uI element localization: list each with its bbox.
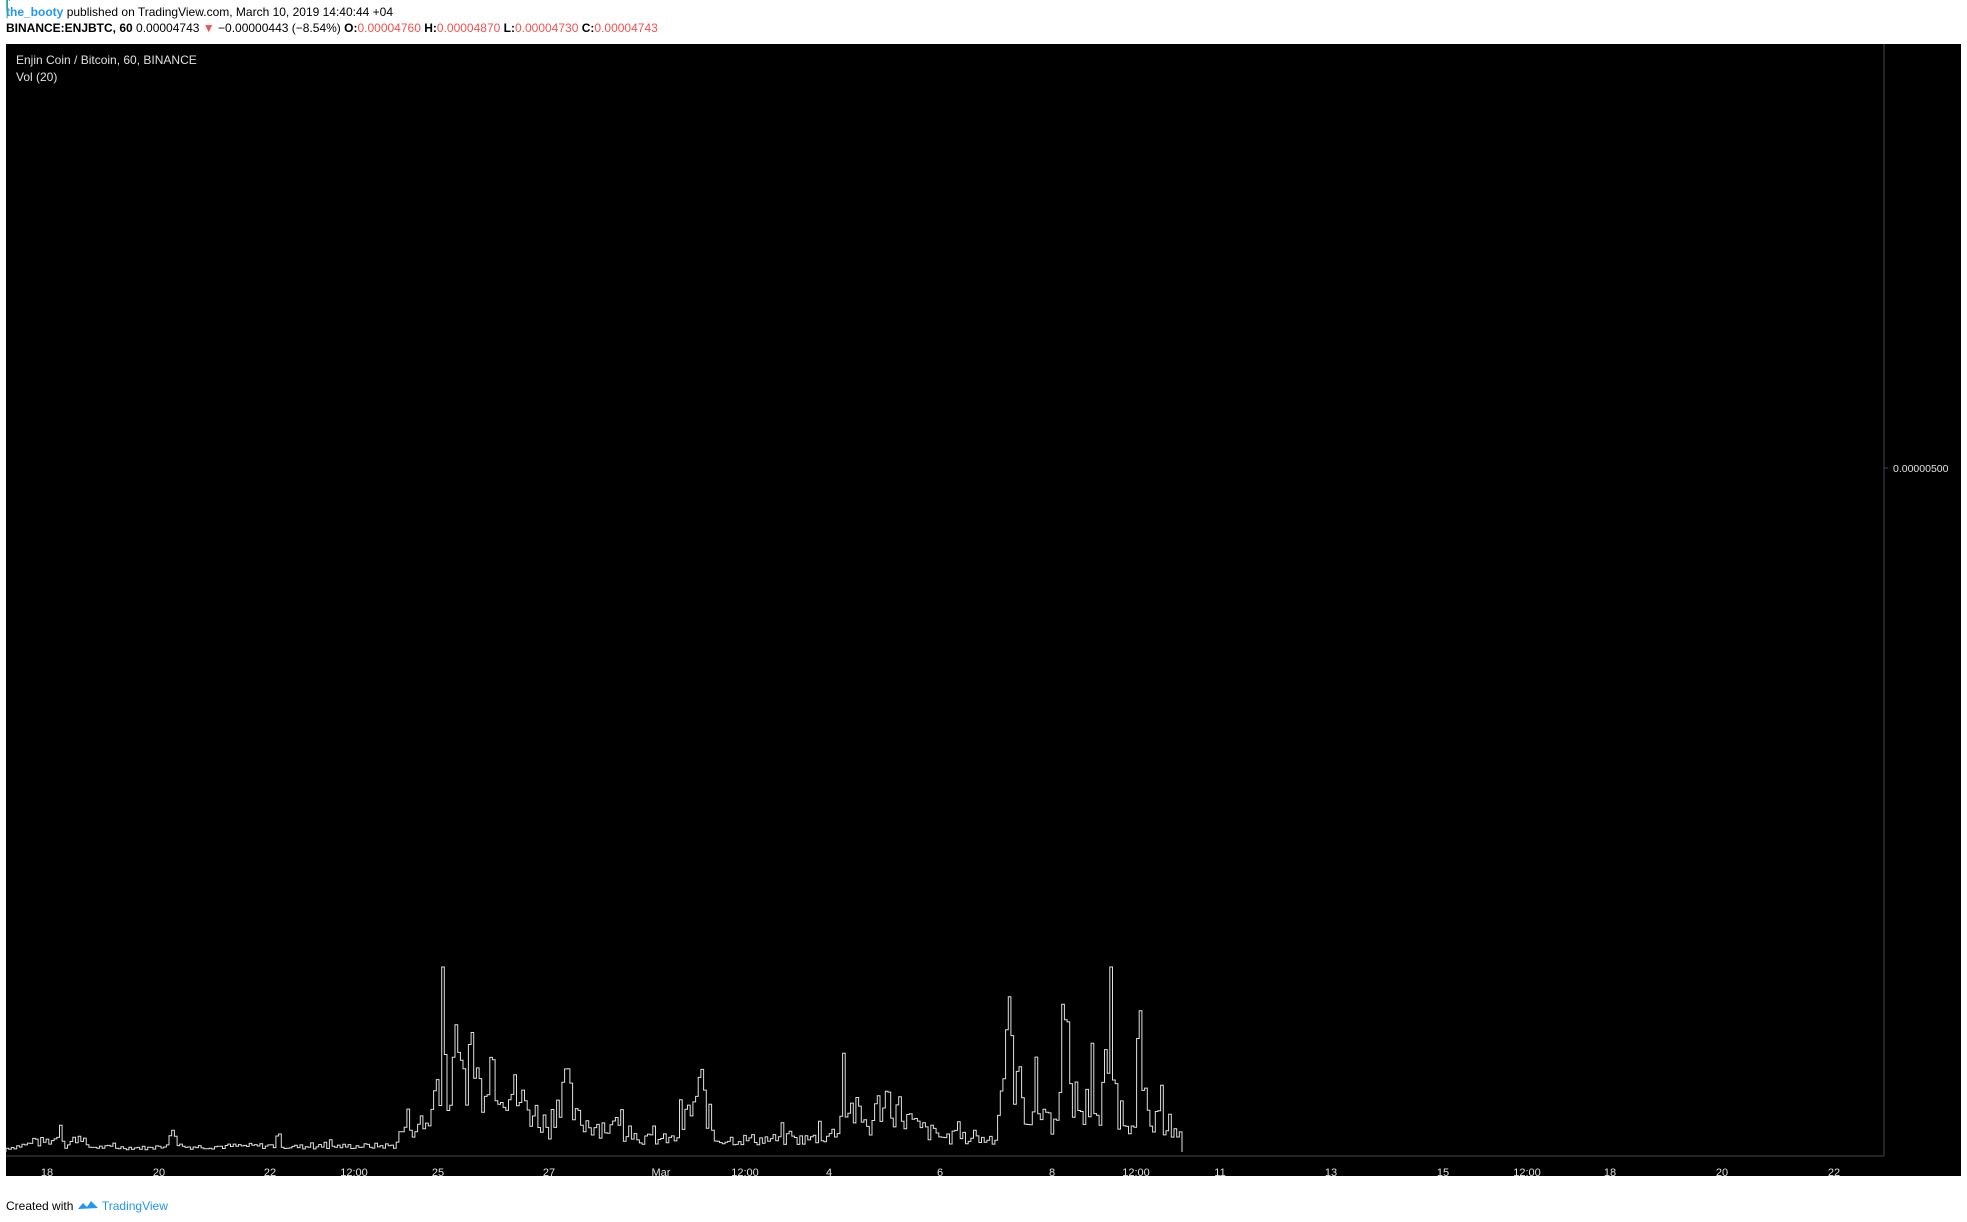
author-link[interactable]: the_booty <box>6 5 64 19</box>
legend-volume: Vol (20) <box>16 70 57 84</box>
x-tick-label: 12:00 <box>1122 1167 1150 1179</box>
x-tick-label: 25 <box>432 1167 444 1179</box>
low-label: L: <box>503 21 515 35</box>
x-tick-label: 13 <box>1325 1167 1337 1179</box>
high-value: 0.00004870 <box>436 21 501 35</box>
candle-up <box>6 0 9 9</box>
last-price: 0.00004743 <box>136 21 200 35</box>
publish-line: the_booty published on TradingView.com, … <box>6 4 658 20</box>
time-axis[interactable] <box>6 1156 1961 1176</box>
change-value: −0.00000443 (−8.54%) <box>218 21 341 35</box>
x-tick-label: 20 <box>1716 1167 1728 1179</box>
x-tick-label: 27 <box>543 1167 555 1179</box>
x-tick-label: 12:00 <box>731 1167 759 1179</box>
x-tick-label: 8 <box>1049 1167 1055 1179</box>
low-value: 0.00004730 <box>514 21 579 35</box>
price-axis[interactable] <box>1884 44 1961 1156</box>
legend-title: Enjin Coin / Bitcoin, 60, BINANCE <box>16 53 197 67</box>
created-with-text: Created with <box>6 1199 74 1213</box>
published-text: published on TradingView.com, March 10, … <box>66 5 394 19</box>
chart-header: the_booty published on TradingView.com, … <box>6 4 658 36</box>
ohlc-line: BINANCE:ENJBTC, 60 0.00004743 ▼ −0.00000… <box>6 20 658 36</box>
open-label: O: <box>344 21 358 35</box>
chart-pane <box>6 44 1884 1156</box>
tradingview-logo-icon <box>77 1201 98 1209</box>
change-down-icon: ▼ <box>202 21 215 35</box>
x-tick-label: 22 <box>1828 1167 1840 1179</box>
x-tick-label: 4 <box>826 1167 832 1179</box>
x-tick-label: 18 <box>1604 1167 1616 1179</box>
volume-histogram <box>5 966 1183 1152</box>
footer: Created with TradingView <box>6 1198 168 1214</box>
open-value: 0.00004760 <box>357 21 421 35</box>
y-tick-label: 0.00000500 <box>1893 463 1949 475</box>
x-tick-label: 11 <box>1214 1167 1225 1179</box>
x-tick-label: 15 <box>1437 1167 1449 1179</box>
tradingview-brand-link[interactable]: TradingView <box>101 1199 168 1213</box>
x-tick-label: 12:00 <box>340 1167 368 1179</box>
x-tick-label: 20 <box>153 1167 165 1179</box>
high-label: H: <box>424 21 437 35</box>
symbol-line: BINANCE:ENJBTC, 60 <box>6 21 133 35</box>
x-tick-label: 18 <box>41 1167 53 1179</box>
close-label: C: <box>581 21 595 35</box>
x-tick-label: 6 <box>937 1167 943 1179</box>
x-tick-label: 12:00 <box>1513 1167 1541 1179</box>
x-tick-label: 22 <box>264 1167 276 1179</box>
close-value: 0.00004743 <box>594 21 658 35</box>
x-tick-label: Mar <box>652 1167 671 1179</box>
